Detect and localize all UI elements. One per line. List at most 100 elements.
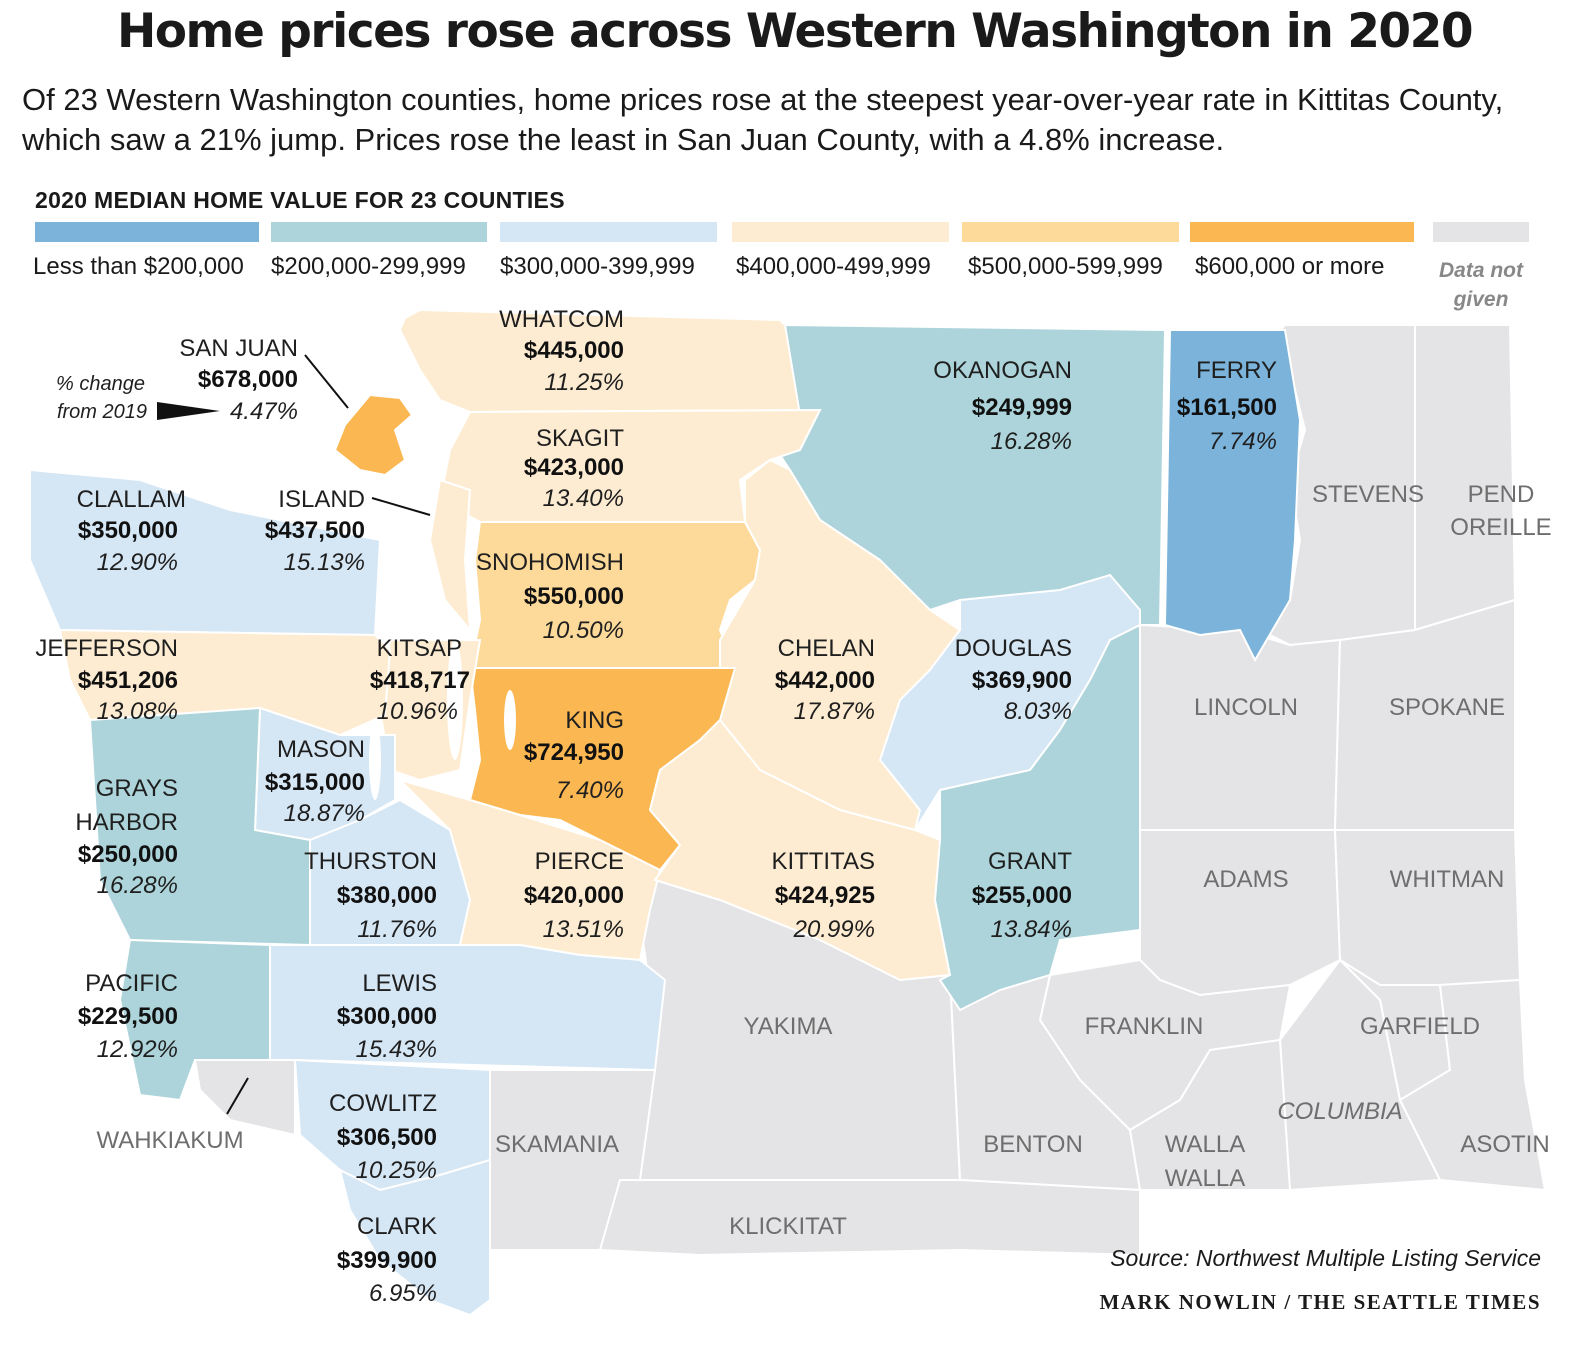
label-whatcom-change: 11.25% xyxy=(544,369,624,396)
county-clark xyxy=(338,1158,491,1317)
label-chelan-change: 17.87% xyxy=(794,698,875,725)
label-clallam-value: $350,000 xyxy=(78,517,178,544)
chart-subtitle: Of 23 Western Washington counties, home … xyxy=(22,82,1504,157)
label-island-change: 15.13% xyxy=(284,549,365,576)
label-thurston-change: 11.76% xyxy=(357,916,437,943)
label-pierce-change: 13.51% xyxy=(543,916,624,943)
county-grant xyxy=(933,623,1141,1012)
label-clark-name: CLARK xyxy=(357,1213,437,1240)
label-san-juan-name: SAN JUAN xyxy=(179,335,298,362)
label-mason-change: 18.87% xyxy=(284,800,365,827)
county-clallam xyxy=(29,468,382,637)
label-clallam-name: CLALLAM xyxy=(77,486,186,513)
label-jefferson-value: $451,206 xyxy=(78,667,178,694)
label-adams: ADAMS xyxy=(1203,866,1288,893)
county-lewis xyxy=(269,944,667,1072)
label-okanogan-change: 16.28% xyxy=(991,428,1072,455)
source-note: Source: Northwest Multiple Listing Servi… xyxy=(1110,1245,1541,1271)
legend-label-under-200k: Less than $200,000 xyxy=(33,253,244,280)
label-mason-name: MASON xyxy=(277,736,365,763)
legend-na-line1: Data not xyxy=(1439,259,1523,282)
label-grays-harbor-name2: HARBOR xyxy=(75,809,178,836)
chart-title: Home prices rose across Western Washingt… xyxy=(116,4,1474,59)
label-king-change: 7.40% xyxy=(556,777,624,804)
legend-label-400k-500k: $400,000-499,999 xyxy=(736,253,931,280)
label-pacific-name: PACIFIC xyxy=(85,970,178,997)
annotation-line2: from 2019 xyxy=(57,401,147,423)
county-asotin xyxy=(1398,978,1547,1192)
label-okanogan-value: $249,999 xyxy=(972,394,1072,421)
label-asotin: ASOTIN xyxy=(1460,1131,1549,1158)
label-mason-value: $315,000 xyxy=(265,769,365,796)
leader-san-juan xyxy=(304,354,349,409)
legend-swatch-400k-500k xyxy=(732,222,949,242)
county-pend-oreille xyxy=(1414,324,1517,632)
legend-swatch-600k-plus xyxy=(1190,222,1414,242)
label-klickitat: KLICKITAT xyxy=(729,1213,847,1240)
label-whatcom-value: $445,000 xyxy=(524,337,624,364)
legend-label-200k-300k: $200,000-299,999 xyxy=(271,253,466,280)
county-adams xyxy=(1139,829,1342,997)
label-jefferson-change: 13.08% xyxy=(97,698,178,725)
label-kittitas-change: 20.99% xyxy=(793,916,875,943)
label-columbia: COLUMBIA xyxy=(1277,1098,1402,1125)
label-san-juan-change: 4.47% xyxy=(230,398,298,425)
legend-na-line2: given xyxy=(1453,288,1509,311)
label-grays-harbor-change: 16.28% xyxy=(97,872,178,899)
label-whatcom-name: WHATCOM xyxy=(499,306,624,333)
label-grays-harbor-name1: GRAYS xyxy=(96,775,178,802)
label-clark-value: $399,900 xyxy=(337,1247,437,1274)
credit-line: MARK NOWLIN / THE SEATTLE TIMES xyxy=(1099,1290,1541,1314)
label-kittitas-value: $424,925 xyxy=(775,882,875,909)
label-lincoln: LINCOLN xyxy=(1194,694,1298,721)
label-pierce-name: PIERCE xyxy=(535,848,624,875)
label-skagit-value: $423,000 xyxy=(524,454,624,481)
washington-county-map: % change from 2019 SAN JUAN $678,000 4.4… xyxy=(29,306,1552,1317)
label-chelan-name: CHELAN xyxy=(778,635,875,662)
label-skagit-name: SKAGIT xyxy=(536,425,624,452)
legend-title: 2020 MEDIAN HOME VALUE FOR 23 COUNTIES xyxy=(35,187,565,213)
label-pend-oreille-1: PEND xyxy=(1468,481,1535,508)
label-lewis-change: 15.43% xyxy=(356,1036,437,1063)
county-whitman xyxy=(1333,829,1522,986)
label-benton: BENTON xyxy=(983,1131,1083,1158)
county-klickitat xyxy=(598,1179,1141,1257)
county-san-juan xyxy=(333,393,414,477)
legend-swatch-500k-600k xyxy=(962,222,1179,242)
label-grays-harbor-value: $250,000 xyxy=(78,841,178,868)
label-douglas-name: DOUGLAS xyxy=(955,635,1072,662)
puget-sound-channel xyxy=(447,640,463,760)
label-stevens: STEVENS xyxy=(1312,481,1424,508)
county-spokane xyxy=(1333,598,1516,831)
annotation-line1: % change xyxy=(56,373,145,395)
label-skagit-change: 13.40% xyxy=(543,485,624,512)
county-lincoln xyxy=(1139,623,1342,831)
county-pierce xyxy=(396,777,662,962)
county-wahkiakum xyxy=(193,1059,296,1137)
label-snohomish-change: 10.50% xyxy=(543,617,624,644)
leader-island xyxy=(371,497,431,516)
label-king-name: KING xyxy=(565,707,624,734)
label-lewis-name: LEWIS xyxy=(362,970,437,997)
label-wahkiakum: WAHKIAKUM xyxy=(96,1127,243,1154)
hood-canal xyxy=(369,720,381,800)
legend-swatch-200k-300k xyxy=(271,222,487,242)
label-okanogan-name: OKANOGAN xyxy=(933,357,1072,384)
label-king-value: $724,950 xyxy=(524,739,624,766)
legend-label-500k-600k: $500,000-599,999 xyxy=(968,253,1163,280)
label-pend-oreille-2: OREILLE xyxy=(1450,514,1551,541)
county-ferry xyxy=(1163,329,1302,663)
label-ferry-change: 7.74% xyxy=(1209,428,1277,455)
label-franklin: FRANKLIN xyxy=(1085,1013,1204,1040)
label-pacific-change: 12.92% xyxy=(97,1036,178,1063)
label-clallam-change: 12.90% xyxy=(97,549,178,576)
label-pacific-value: $229,500 xyxy=(78,1003,178,1030)
label-san-juan-value: $678,000 xyxy=(198,366,298,393)
county-island xyxy=(428,478,472,634)
label-island-name: ISLAND xyxy=(278,486,365,513)
label-kitsap-name: KITSAP xyxy=(377,635,462,662)
label-ferry-name: FERRY xyxy=(1196,357,1277,384)
label-grant-name: GRANT xyxy=(988,848,1072,875)
label-jefferson-name: JEFFERSON xyxy=(35,635,178,662)
county-skagit xyxy=(438,408,822,523)
